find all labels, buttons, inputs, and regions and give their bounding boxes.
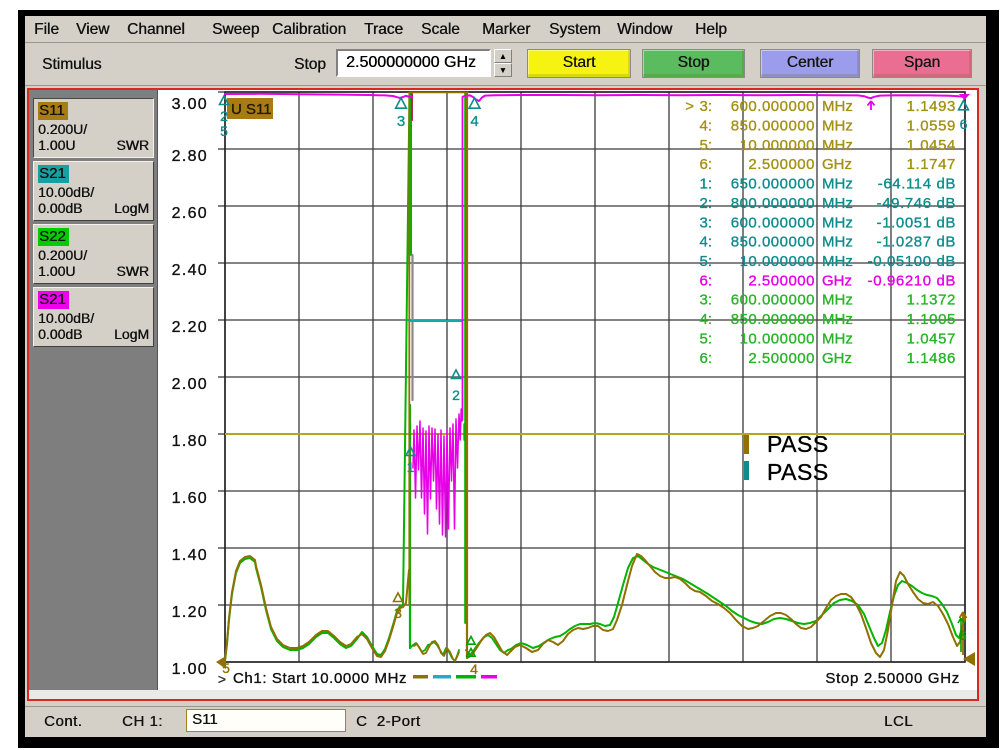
svg-text:1.20: 1.20 — [172, 604, 208, 621]
svg-text:800.000000: 800.000000 — [731, 195, 815, 212]
svg-text:4:: 4: — [699, 234, 712, 251]
svg-text:1.1372: 1.1372 — [907, 292, 956, 309]
svg-text:850.000000: 850.000000 — [731, 234, 815, 251]
svg-text:MHz: MHz — [822, 195, 853, 212]
svg-text:1:: 1: — [699, 176, 712, 193]
svg-text:3:: 3: — [699, 292, 712, 309]
svg-text:GHz: GHz — [822, 350, 852, 367]
svg-text:-1.0287 dB: -1.0287 dB — [877, 234, 956, 251]
svg-text:1.60: 1.60 — [172, 490, 208, 507]
svg-text:1.80: 1.80 — [172, 433, 208, 450]
svg-text:2: 2 — [452, 387, 460, 403]
svg-text:10.000000: 10.000000 — [740, 137, 815, 154]
svg-text:MHz: MHz — [822, 137, 853, 154]
svg-text:6: 6 — [959, 628, 966, 643]
svg-text:600.000000: 600.000000 — [731, 98, 815, 115]
svg-text:850.000000: 850.000000 — [731, 118, 815, 135]
svg-text:1.0559: 1.0559 — [907, 118, 956, 135]
svg-text:-49.746 dB: -49.746 dB — [877, 195, 956, 212]
svg-text:6:: 6: — [699, 156, 712, 173]
svg-text:2.00: 2.00 — [172, 376, 208, 393]
svg-text:2.20: 2.20 — [172, 319, 208, 336]
svg-text:MHz: MHz — [822, 253, 853, 270]
svg-text:3: 3 — [394, 605, 402, 621]
svg-text:6:: 6: — [699, 272, 712, 289]
svg-text:1.0454: 1.0454 — [907, 137, 956, 154]
svg-text:2:: 2: — [699, 195, 712, 212]
svg-text:MHz: MHz — [822, 214, 853, 231]
svg-text:4:: 4: — [699, 311, 712, 328]
svg-text:5:: 5: — [699, 330, 712, 347]
svg-text:2.40: 2.40 — [172, 262, 208, 279]
svg-text:10.000000: 10.000000 — [740, 330, 815, 347]
svg-text:1.40: 1.40 — [172, 547, 208, 564]
svg-text:2.500000: 2.500000 — [748, 350, 815, 367]
svg-text:2.500000: 2.500000 — [748, 156, 815, 173]
svg-text:3:: 3: — [699, 214, 712, 231]
svg-text:1.0457: 1.0457 — [907, 330, 956, 347]
svg-text:-1.0051 dB: -1.0051 dB — [877, 214, 956, 231]
svg-text:-0.05100 dB: -0.05100 dB — [868, 253, 956, 270]
svg-text:MHz: MHz — [822, 98, 853, 115]
svg-text:2: 2 — [220, 108, 228, 124]
svg-text:1.1486: 1.1486 — [907, 350, 956, 367]
svg-text:4: 4 — [470, 113, 478, 130]
svg-text:GHz: GHz — [822, 156, 852, 173]
svg-text:1.1005: 1.1005 — [907, 311, 956, 328]
svg-text:1.1747: 1.1747 — [907, 156, 956, 173]
svg-text:2.60: 2.60 — [172, 205, 208, 222]
svg-text:GHz: GHz — [822, 272, 852, 289]
svg-text:>: > — [685, 98, 694, 115]
svg-text:MHz: MHz — [822, 176, 853, 193]
svg-text:600.000000: 600.000000 — [731, 292, 815, 309]
svg-text:2.500000: 2.500000 — [748, 272, 815, 289]
svg-text:-0.96210 dB: -0.96210 dB — [868, 272, 956, 289]
svg-text:PASS: PASS — [767, 431, 829, 457]
svg-text:6:: 6: — [699, 350, 712, 367]
svg-text:650.000000: 650.000000 — [731, 176, 815, 193]
svg-text:5: 5 — [220, 123, 228, 139]
svg-text:1.00: 1.00 — [172, 661, 208, 678]
svg-text:PASS: PASS — [767, 459, 829, 485]
svg-text:-64.114 dB: -64.114 dB — [878, 176, 956, 193]
svg-text:2.80: 2.80 — [172, 148, 208, 165]
svg-text:4: 4 — [470, 661, 478, 677]
svg-text:1.1493: 1.1493 — [907, 98, 956, 115]
svg-text:600.000000: 600.000000 — [731, 214, 815, 231]
svg-text:3:: 3: — [699, 98, 712, 115]
svg-text:MHz: MHz — [822, 311, 853, 328]
svg-text:MHz: MHz — [822, 330, 853, 347]
svg-text:5:: 5: — [699, 137, 712, 154]
svg-text:MHz: MHz — [822, 118, 853, 135]
svg-text:4:: 4: — [699, 118, 712, 135]
svg-text:3: 3 — [397, 113, 405, 130]
svg-text:1: 1 — [407, 459, 415, 475]
svg-text:>: > — [218, 671, 226, 687]
svg-text:5:: 5: — [699, 253, 712, 270]
svg-text:Ch1: Start 10.0000 MHz: Ch1: Start 10.0000 MHz — [233, 670, 407, 687]
svg-text:Stop 2.50000 GHz: Stop 2.50000 GHz — [825, 670, 960, 687]
svg-text:5: 5 — [222, 660, 230, 676]
svg-text:6: 6 — [960, 116, 968, 132]
svg-text:3.00: 3.00 — [172, 96, 208, 113]
svg-text:U S11: U S11 — [231, 101, 272, 118]
svg-text:MHz: MHz — [822, 292, 853, 309]
svg-text:10.000000: 10.000000 — [740, 253, 815, 270]
svg-text:MHz: MHz — [822, 234, 853, 251]
svg-text:850.000000: 850.000000 — [731, 311, 815, 328]
